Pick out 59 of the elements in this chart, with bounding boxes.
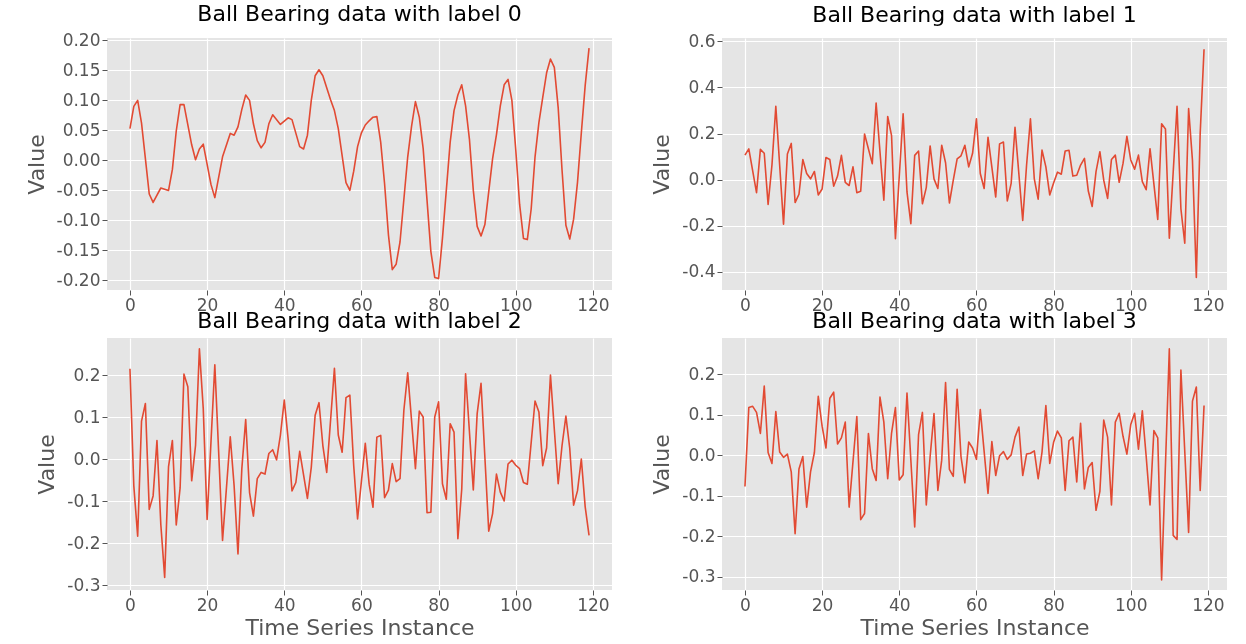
x-tick-label: 80 — [1043, 594, 1065, 615]
x-tick-label: 20 — [811, 594, 834, 615]
y-tick-label: 0.4 — [688, 76, 716, 97]
y-tick-label: 0.1 — [688, 404, 716, 425]
y-tick-label: -0.2 — [682, 215, 716, 236]
chart-title: Ball Bearing data with label 1 — [812, 2, 1137, 28]
y-tick-label: 0.6 — [688, 30, 716, 51]
line-series — [744, 348, 1205, 581]
x-tick-label: 120 — [577, 594, 610, 615]
y-tick-label: 0.20 — [62, 29, 101, 50]
y-tick-label: 0.2 — [688, 363, 716, 384]
y-tick-label: -0.1 — [67, 490, 101, 511]
y-tick-label: 0.2 — [73, 364, 101, 385]
x-tick-label: 80 — [428, 594, 450, 615]
y-tick-label: 0.05 — [62, 119, 101, 140]
y-tick-label: -0.3 — [682, 566, 716, 587]
x-tick-label: 0 — [125, 294, 136, 315]
y-tick-label: 0.1 — [73, 406, 101, 427]
y-axis-title: Value — [34, 434, 60, 495]
line-series — [129, 348, 590, 579]
y-tick-label: -0.05 — [56, 179, 101, 200]
x-tick-label: 0 — [740, 294, 751, 315]
y-tick-label: 0.15 — [62, 59, 101, 80]
y-tick-label: 0.10 — [62, 89, 101, 110]
x-tick-label: 100 — [500, 594, 533, 615]
line-series — [744, 48, 1205, 279]
x-tick-label: 40 — [888, 594, 911, 615]
x-tick-label: 40 — [273, 594, 296, 615]
y-tick-label: -0.20 — [56, 269, 101, 290]
y-tick-label: 0.00 — [62, 149, 101, 170]
y-tick-label: 0.0 — [688, 444, 716, 465]
y-tick-label: -0.3 — [67, 574, 101, 595]
x-tick-label: 0 — [125, 594, 136, 615]
y-tick-label: -0.2 — [682, 525, 716, 546]
chart-title: Ball Bearing data with label 0 — [197, 1, 522, 27]
x-tick-label: 120 — [1192, 294, 1225, 315]
x-tick-label: 60 — [966, 594, 988, 615]
y-axis-title: Value — [649, 434, 675, 495]
y-tick-label: 0.0 — [688, 169, 716, 190]
x-tick-label: 40 — [888, 294, 911, 315]
y-axis-title: Value — [649, 134, 675, 195]
y-tick-label: -0.4 — [682, 261, 716, 282]
x-tick-label: 60 — [351, 594, 373, 615]
y-tick-label: -0.10 — [56, 209, 101, 230]
x-axis-title: Time Series Instance — [244, 614, 475, 640]
y-tick-label: 0.2 — [688, 123, 716, 144]
y-tick-label: -0.1 — [682, 485, 716, 506]
x-tick-label: 0 — [740, 594, 751, 615]
x-tick-label: 100 — [1115, 594, 1148, 615]
y-tick-label: -0.2 — [67, 532, 101, 553]
line-series — [129, 47, 590, 280]
y-tick-label: 0.0 — [73, 448, 101, 469]
x-axis-title: Time Series Instance — [859, 614, 1090, 640]
y-tick-label: -0.15 — [56, 239, 101, 260]
x-tick-label: 20 — [196, 594, 219, 615]
x-tick-label: 120 — [577, 294, 610, 315]
y-axis-title: Value — [23, 134, 49, 195]
x-tick-label: 120 — [1192, 594, 1225, 615]
x-tick-label: 40 — [273, 294, 296, 315]
